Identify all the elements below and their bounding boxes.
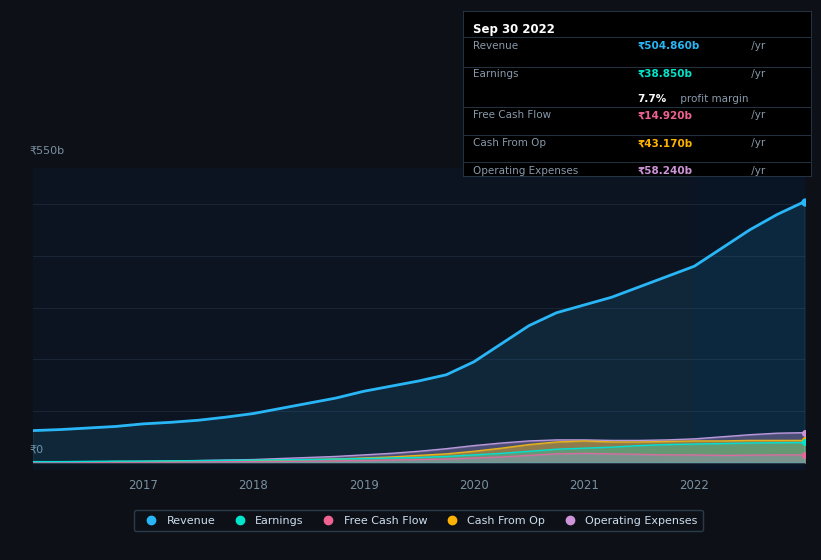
- Text: ₹58.240b: ₹58.240b: [637, 166, 692, 176]
- Text: Free Cash Flow: Free Cash Flow: [474, 110, 552, 120]
- Text: Operating Expenses: Operating Expenses: [474, 166, 579, 176]
- Text: /yr: /yr: [749, 41, 766, 51]
- Text: ₹550b: ₹550b: [29, 146, 64, 156]
- Text: Sep 30 2022: Sep 30 2022: [474, 23, 555, 36]
- Text: /yr: /yr: [749, 138, 766, 148]
- Text: Revenue: Revenue: [474, 41, 519, 51]
- Text: Cash From Op: Cash From Op: [474, 138, 547, 148]
- Text: ₹14.920b: ₹14.920b: [637, 110, 692, 120]
- Text: profit margin: profit margin: [677, 94, 749, 104]
- Text: ₹0: ₹0: [29, 444, 44, 454]
- Text: ₹38.850b: ₹38.850b: [637, 69, 692, 79]
- Legend: Revenue, Earnings, Free Cash Flow, Cash From Op, Operating Expenses: Revenue, Earnings, Free Cash Flow, Cash …: [135, 510, 703, 531]
- Text: ₹43.170b: ₹43.170b: [637, 138, 692, 148]
- Text: 7.7%: 7.7%: [637, 94, 667, 104]
- Bar: [695, 168, 815, 470]
- Text: /yr: /yr: [749, 166, 766, 176]
- Text: /yr: /yr: [749, 69, 766, 79]
- Text: Earnings: Earnings: [474, 69, 519, 79]
- Text: ₹504.860b: ₹504.860b: [637, 41, 699, 51]
- Text: /yr: /yr: [749, 110, 766, 120]
